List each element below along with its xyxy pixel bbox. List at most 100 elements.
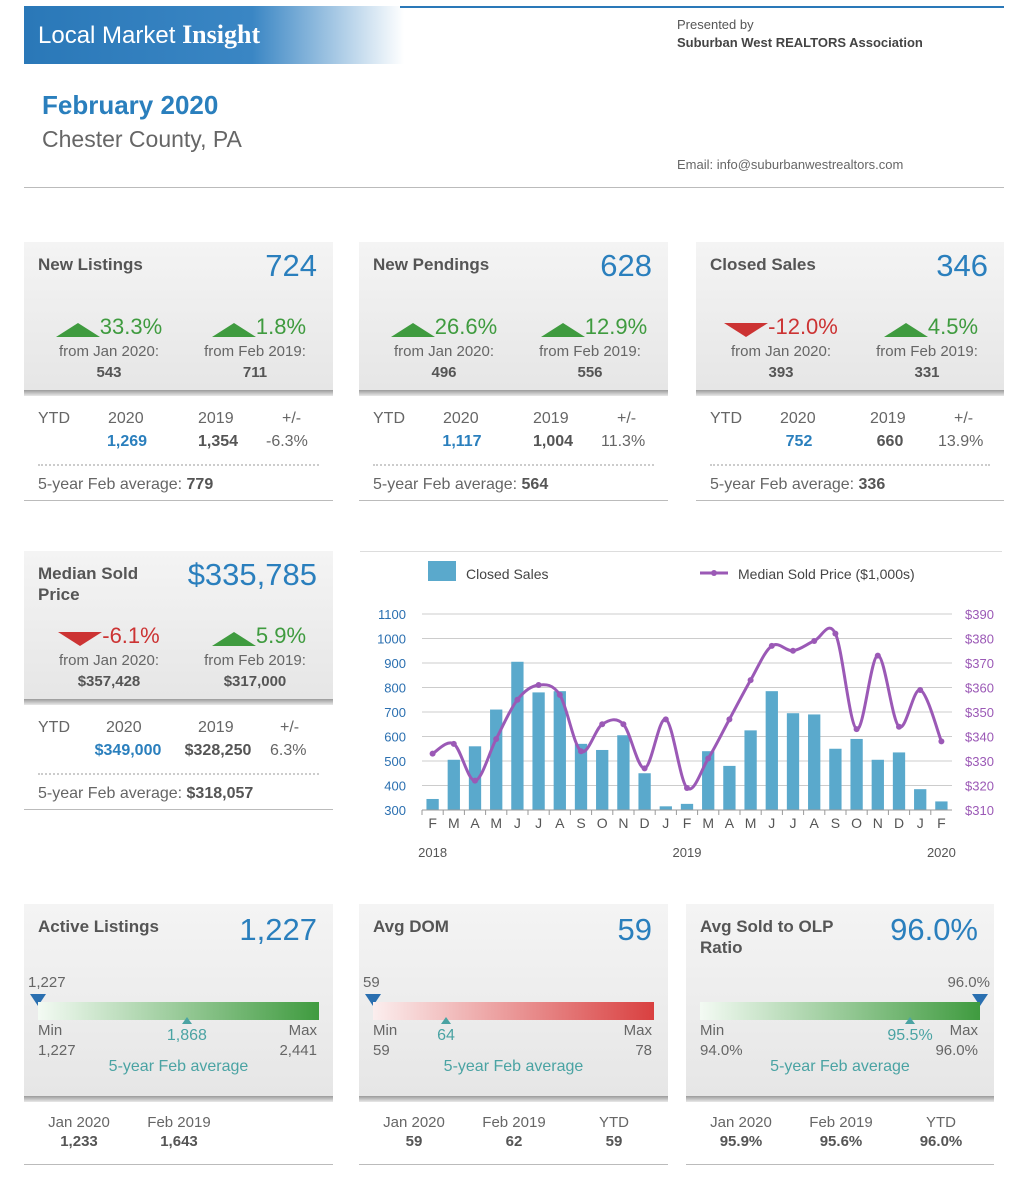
y-left-tick-label: 400	[384, 779, 406, 794]
card-value: 1,227	[239, 912, 317, 947]
gauge-footer-label: YTD	[926, 1114, 956, 1131]
five-year-average: 5-year Feb average: 779	[38, 476, 213, 494]
gauge-max-label: Max	[949, 1022, 978, 1039]
median-price-point	[641, 765, 648, 772]
stat-card: Median Sold Price $335,785 -6.1% from Ja…	[24, 551, 333, 813]
card-bottom-rule	[24, 809, 333, 810]
header-divider	[24, 187, 1004, 188]
y-left-tick-label: 900	[384, 656, 406, 671]
dotted-divider	[373, 464, 654, 466]
ytd-year-current: 2020	[780, 410, 816, 427]
card-bottom-rule	[359, 1164, 668, 1165]
five-year-average: 5-year Feb average: $318,057	[38, 785, 253, 803]
y-right-tick-label: $330	[965, 754, 994, 769]
median-price-point	[599, 721, 606, 728]
gauge-card: Active Listings 1,227 1,227 1,868 Min 1,…	[24, 904, 333, 1166]
closed-sales-bar	[914, 789, 927, 810]
dotted-divider	[38, 464, 319, 466]
gauge-max-label: Max	[288, 1022, 317, 1039]
ytd-value-current: 1,117	[442, 433, 482, 450]
card-title: New Pendings	[373, 255, 490, 274]
gauge-footer-label: Jan 2020	[383, 1114, 445, 1131]
change-from-last-month: 26.6%	[379, 314, 509, 340]
card-bottom-rule	[696, 500, 1004, 501]
y-left-tick-label: 700	[384, 705, 406, 720]
gauge-min-value: 1,227	[38, 1042, 76, 1059]
closed-sales-bar	[553, 691, 566, 810]
closed-sales-bar	[574, 743, 588, 810]
closed-sales-bar	[871, 759, 884, 810]
x-tick-label: M	[702, 815, 714, 831]
gauge-max-value: 96.0%	[935, 1042, 978, 1059]
legend-label: Median Sold Price ($1,000s)	[738, 566, 915, 582]
card-title: Avg Sold to OLP Ratio	[700, 917, 834, 957]
gauge-footer-value: 1,233	[60, 1133, 98, 1150]
change-from-value: 711	[242, 364, 268, 381]
median-price-point	[896, 723, 902, 730]
median-price-point	[790, 647, 796, 654]
year-label: 2019	[673, 845, 702, 860]
ytd-value-current: 1,269	[106, 433, 148, 450]
ytd-year-previous: 2019	[533, 410, 569, 427]
median-price-point	[429, 750, 436, 757]
change-from-label: from Feb 2019:	[204, 652, 306, 669]
card-divider	[696, 390, 1004, 396]
ytd-value-current: 752	[785, 433, 813, 450]
change-from-label: from Feb 2019:	[539, 343, 641, 360]
x-tick-label: J	[917, 815, 924, 831]
change-from-value: $357,428	[77, 673, 141, 690]
change-from-value: 556	[577, 364, 603, 381]
change-from-value: 393	[768, 364, 794, 381]
arrow-up-icon	[211, 631, 256, 646]
report-county: Chester County, PA	[42, 126, 242, 152]
ytd-label: YTD	[38, 410, 70, 427]
arrow-down-icon	[58, 631, 103, 646]
closed-sales-bar	[638, 773, 651, 810]
median-price-point	[768, 642, 775, 649]
gauge-footer-value: 59	[405, 1133, 423, 1150]
gauge-footer-label: YTD	[599, 1114, 629, 1131]
x-tick-label: S	[831, 815, 840, 831]
median-price-point	[535, 682, 542, 689]
change-from-label: from Feb 2019:	[876, 343, 978, 360]
ytd-year-current: 2020	[106, 719, 142, 736]
arrow-up-icon	[211, 322, 256, 337]
closed-sales-bar	[935, 801, 948, 810]
gauge-max-value: 78	[635, 1042, 652, 1059]
change-from-last-year: 4.5%	[866, 314, 996, 340]
y-right-tick-label: $360	[965, 681, 994, 696]
change-from-last-year: 12.9%	[529, 314, 659, 340]
contact-email: Email: info@suburbanwestrealtors.com	[677, 157, 904, 172]
median-price-point	[450, 740, 457, 747]
ytd-year-current: 2020	[443, 410, 479, 427]
closed-sales-bar	[532, 692, 545, 810]
gauge-footer-value: 95.6%	[819, 1133, 863, 1150]
x-tick-label: F	[937, 815, 946, 831]
gauge-footer-label: Feb 2019	[809, 1114, 873, 1131]
change-from-label: from Jan 2020:	[58, 343, 160, 360]
median-price-point	[874, 652, 881, 659]
closed-sales-bar	[659, 806, 672, 810]
median-price-point	[726, 716, 733, 723]
card-header	[686, 904, 994, 1096]
change-percent: 4.5%	[927, 314, 979, 339]
change-from-last-month: 33.3%	[44, 314, 174, 340]
card-title: Median Sold Price	[38, 564, 139, 604]
card-bottom-rule	[24, 500, 333, 501]
x-tick-label: D	[640, 815, 650, 831]
gauge-min-label: Min	[373, 1022, 398, 1039]
card-value: 96.0%	[890, 912, 978, 947]
y-left-tick-label: 1100	[378, 607, 406, 622]
change-percent: 26.6%	[434, 314, 498, 339]
card-bottom-rule	[359, 500, 668, 501]
card-divider	[24, 390, 333, 396]
change-from-last-year: 1.8%	[194, 314, 324, 340]
arrow-up-icon	[390, 322, 435, 337]
median-price-point	[747, 677, 754, 684]
median-price-point	[556, 691, 563, 698]
x-tick-label: A	[725, 815, 735, 831]
change-percent: 1.8%	[255, 314, 307, 339]
five-year-average-value: $318,057	[186, 785, 254, 802]
change-from-label: from Jan 2020:	[393, 343, 495, 360]
median-price-point	[832, 630, 839, 637]
